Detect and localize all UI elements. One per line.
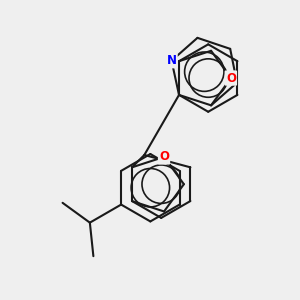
Text: O: O: [226, 72, 236, 85]
Text: O: O: [159, 150, 169, 164]
Text: N: N: [167, 54, 177, 67]
